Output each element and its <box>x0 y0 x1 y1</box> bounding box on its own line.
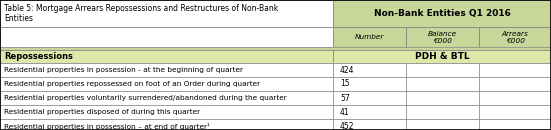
Text: Table 5: Mortgage Arrears Repossessions and Restructures of Non-Bank
Entities: Table 5: Mortgage Arrears Repossessions … <box>4 4 278 23</box>
Bar <box>0 50 333 63</box>
Bar <box>333 91 406 105</box>
Bar <box>479 119 551 130</box>
Text: 452: 452 <box>340 122 354 130</box>
Bar <box>333 77 406 91</box>
Bar <box>0 47 551 50</box>
Bar <box>406 77 479 91</box>
Bar <box>333 27 406 47</box>
Text: Residential properties repossessed on foot of an Order during quarter: Residential properties repossessed on fo… <box>4 81 260 87</box>
Text: Arrears
€000: Arrears €000 <box>502 31 528 44</box>
Text: PDH & BTL: PDH & BTL <box>415 52 470 61</box>
Bar <box>0 0 333 27</box>
Text: Number: Number <box>355 34 385 40</box>
Bar <box>333 0 551 27</box>
Text: 424: 424 <box>340 66 354 74</box>
Bar <box>0 119 333 130</box>
Bar <box>406 63 479 77</box>
Text: 57: 57 <box>340 93 350 102</box>
Text: Non-Bank Entities Q1 2016: Non-Bank Entities Q1 2016 <box>374 9 511 18</box>
Text: Repossessions: Repossessions <box>4 52 73 61</box>
Bar <box>406 27 479 47</box>
Bar <box>406 119 479 130</box>
Text: Residential properties in possession – at end of quarter¹: Residential properties in possession – a… <box>4 122 210 129</box>
Text: Balance
€000: Balance €000 <box>428 31 457 44</box>
Text: 41: 41 <box>340 108 349 116</box>
Bar <box>406 105 479 119</box>
Bar <box>333 63 406 77</box>
Bar <box>479 91 551 105</box>
Bar <box>479 105 551 119</box>
Bar <box>479 63 551 77</box>
Bar <box>0 63 333 77</box>
Bar <box>333 105 406 119</box>
Text: Residential properties in possession - at the beginning of quarter: Residential properties in possession - a… <box>4 67 243 73</box>
Bar <box>0 105 333 119</box>
Bar <box>406 91 479 105</box>
Text: 15: 15 <box>340 80 349 89</box>
Bar <box>0 91 333 105</box>
Text: Residential properties disposed of during this quarter: Residential properties disposed of durin… <box>4 109 200 115</box>
Text: Residential properties voluntarily surrendered/abandoned during the quarter: Residential properties voluntarily surre… <box>4 95 287 101</box>
Bar <box>333 50 551 63</box>
Bar <box>0 77 333 91</box>
Bar <box>479 27 551 47</box>
Bar <box>333 119 406 130</box>
Bar <box>0 27 333 47</box>
Bar <box>479 77 551 91</box>
